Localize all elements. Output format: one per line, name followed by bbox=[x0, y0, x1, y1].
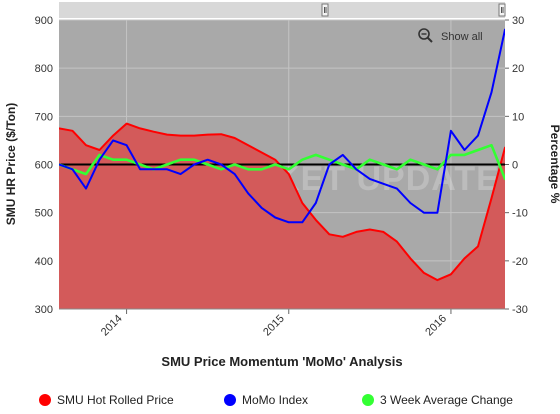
y-left-tick-label: 700 bbox=[35, 111, 53, 123]
legend-label-hot-rolled-price: SMU Hot Rolled Price bbox=[57, 393, 174, 407]
legend-item-momo-index[interactable]: MoMo Index bbox=[224, 393, 308, 407]
y-left-tick-label: 600 bbox=[35, 160, 53, 172]
three-week-average-line bbox=[59, 143, 505, 181]
y-left-tick-label: 300 bbox=[35, 304, 53, 316]
chart-title: SMU Price Momentum 'MoMo' Analysis bbox=[161, 354, 402, 369]
show-all-button[interactable]: Show all bbox=[418, 28, 483, 43]
x-tick-label: 2014 bbox=[99, 313, 125, 339]
y-left-tick-label: 900 bbox=[35, 15, 53, 27]
y-left-tick-label: 800 bbox=[35, 63, 53, 75]
legend-item-3-week-average-change[interactable]: 3 Week Average Change bbox=[362, 393, 513, 407]
y-right-tick-label: 10 bbox=[512, 111, 524, 123]
y-right-tick-label: 30 bbox=[512, 15, 524, 27]
y-right-tick-label: -10 bbox=[512, 208, 528, 220]
legend-label-momo-index: MoMo Index bbox=[242, 393, 308, 407]
y-left-axis-title: SMU HR Price ($/Ton) bbox=[4, 103, 18, 225]
y-right-tick-label: -20 bbox=[512, 256, 528, 268]
y-right-axis-title: Percentage % bbox=[548, 125, 560, 204]
legend-marker-3-week-average-change bbox=[362, 394, 374, 406]
y-right-tick-label: 0 bbox=[512, 160, 518, 172]
series-layer bbox=[59, 28, 505, 309]
show-all-label: Show all bbox=[441, 31, 483, 43]
legend-marker-hot-rolled-price bbox=[39, 394, 51, 406]
y-left-tick-label: 500 bbox=[35, 208, 53, 220]
zoom-out-icon bbox=[418, 28, 433, 43]
momo-index-line bbox=[59, 28, 505, 224]
x-tick-label: 2015 bbox=[261, 313, 287, 339]
y-right-tick-label: 20 bbox=[512, 63, 524, 75]
y-left-tick-label: 400 bbox=[35, 256, 53, 268]
legend-label-3-week-average-change: 3 Week Average Change bbox=[380, 393, 513, 407]
legend-item-hot-rolled-price[interactable]: SMU Hot Rolled Price bbox=[39, 393, 174, 407]
y-right-tick-label: -30 bbox=[512, 304, 528, 316]
axes: 300 400 500 600 700 800 900 -30 -20 -10 0 10 20 30 201… bbox=[35, 15, 528, 338]
legend: SMU Hot Rolled Price MoMo Index 3 Week A… bbox=[39, 393, 513, 407]
hot-rolled-price-line bbox=[59, 122, 505, 282]
navigator[interactable] bbox=[59, 2, 506, 18]
legend-marker-momo-index bbox=[224, 394, 236, 406]
x-tick-label: 2016 bbox=[423, 313, 449, 339]
navigator-track[interactable] bbox=[59, 2, 505, 18]
